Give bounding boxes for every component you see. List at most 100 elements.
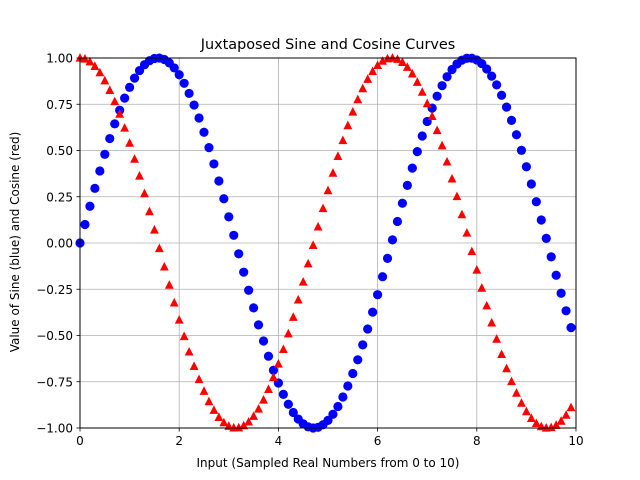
sin-point <box>278 389 288 399</box>
cos-point <box>140 188 149 198</box>
cos-point <box>358 83 368 93</box>
cos-point <box>393 54 402 63</box>
cos-point <box>105 85 115 94</box>
sin-point <box>482 64 492 74</box>
cos-point <box>239 420 249 430</box>
sin-point <box>229 230 239 240</box>
axis-ticks: 0 2 4 6 8 10 −1.00 −0.75 −0.50 −0.25 0.00 0.25 0.50 0… <box>36 52 583 449</box>
y-tick-label: 0.00 <box>46 237 73 251</box>
cos-point <box>353 94 363 104</box>
sin-point <box>184 88 194 99</box>
cos-point <box>477 283 487 292</box>
sin-point <box>368 307 378 317</box>
x-tick-label: 0 <box>76 434 84 448</box>
sin-point <box>566 323 576 333</box>
x-tick-label: 10 <box>568 434 583 448</box>
sin-point <box>214 176 224 186</box>
sin-point <box>526 179 536 189</box>
sin-point <box>541 233 551 244</box>
cos-point <box>293 294 303 304</box>
cos-point <box>209 405 219 414</box>
sin-point <box>432 91 442 101</box>
cos-point <box>566 402 576 412</box>
cos-point <box>85 56 95 66</box>
y-axis-label: Value of Sine (blue) and Cosine (red) <box>8 132 22 353</box>
cos-point <box>502 363 511 373</box>
sin-point <box>397 198 407 208</box>
cos-point <box>378 56 387 65</box>
sin-point <box>95 166 105 176</box>
sin-point <box>343 381 353 391</box>
cos-point <box>422 98 432 108</box>
cos-point <box>462 228 472 237</box>
sin-point <box>373 290 383 300</box>
cos-point <box>531 418 541 428</box>
sin-point <box>407 163 417 173</box>
sin-point <box>129 73 140 83</box>
cos-point <box>452 191 462 201</box>
cos-point <box>333 151 343 161</box>
x-tick-label: 2 <box>175 434 183 448</box>
cos-point <box>254 404 263 413</box>
cos-point <box>487 317 497 327</box>
sin-point <box>556 288 566 298</box>
chart-title: Juxtaposed Sine and Cosine Curves <box>200 37 456 53</box>
sin-point <box>194 113 204 123</box>
y-tick-label: −0.50 <box>36 329 73 343</box>
sin-point <box>268 365 279 375</box>
cos-point <box>214 412 224 421</box>
cos-point <box>249 411 259 420</box>
sin-point <box>85 201 95 211</box>
cos-point <box>145 206 154 216</box>
sin-point <box>501 102 512 112</box>
cos-point <box>90 61 100 70</box>
cos-point <box>135 171 144 180</box>
sin-point <box>561 306 571 316</box>
x-axis-label: Input (Sampled Real Numbers from 0 to 10… <box>197 456 460 470</box>
cos-point <box>219 417 229 427</box>
cos-point <box>278 344 288 354</box>
cos-point <box>388 53 397 62</box>
data-series <box>75 53 576 433</box>
sin-point <box>348 368 358 379</box>
sin-point <box>487 71 497 81</box>
sin-point <box>328 409 338 419</box>
cos-point <box>273 359 283 368</box>
y-tick-label: 0.25 <box>46 190 73 204</box>
cos-point <box>130 154 139 163</box>
sin-point <box>258 336 269 346</box>
sin-point <box>353 355 363 365</box>
cos-point <box>492 334 502 343</box>
sin-point <box>253 320 264 330</box>
cos-point <box>288 312 298 321</box>
cos-series <box>75 53 576 432</box>
sin-point <box>244 285 254 295</box>
cos-point <box>110 96 120 106</box>
cos-point <box>269 372 278 381</box>
cos-point <box>402 62 412 71</box>
cos-point <box>159 261 169 271</box>
sin-point <box>511 130 522 140</box>
x-tick-label: 4 <box>275 434 283 448</box>
cos-point <box>194 374 204 384</box>
cos-point <box>164 280 174 289</box>
sin-point <box>392 216 403 227</box>
cos-point <box>526 413 536 422</box>
cos-point <box>407 68 417 78</box>
sin-point <box>120 93 130 103</box>
sin-point <box>417 131 427 141</box>
sin-point <box>551 270 561 280</box>
cos-point <box>432 125 442 135</box>
cos-point <box>397 57 407 67</box>
sin-point <box>536 215 546 225</box>
sin-point <box>363 324 373 334</box>
cos-point <box>318 203 328 213</box>
sin-point <box>239 267 249 277</box>
y-tick-label: 0.50 <box>46 144 73 158</box>
sin-point <box>531 197 541 207</box>
sin-point <box>80 219 90 230</box>
cos-point <box>373 60 383 70</box>
sin-point <box>100 149 110 159</box>
sin-point <box>323 415 333 425</box>
